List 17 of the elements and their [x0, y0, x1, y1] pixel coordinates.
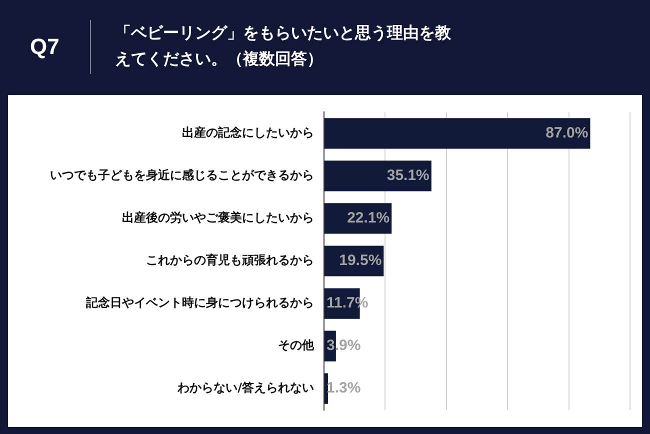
- bar: [324, 118, 590, 149]
- bar: [324, 203, 392, 234]
- y-tick-label: 出産後の労いやご褒美にしたいから: [122, 210, 314, 225]
- y-tick-label: わからない/答えられない: [176, 380, 314, 395]
- data-label: 35.1%: [386, 167, 430, 184]
- y-tick-label: 出産の記念にしたいから: [182, 126, 314, 140]
- y-tick-label: これからの育児も頑張れるから: [146, 253, 314, 268]
- y-tick-label: 記念日やイベント時に身につけられるから: [85, 296, 314, 310]
- y-tick-label: いつでも子どもを身近に感じることができるから: [50, 168, 314, 182]
- y-tick-label: その他: [278, 338, 315, 352]
- text: Q7: [30, 34, 60, 60]
- bar: [324, 373, 328, 404]
- bar: [324, 160, 432, 192]
- data-label: 22.1%: [347, 210, 390, 227]
- chart-title: 「ベビーリング」をもらいたいと思う理由を教えてください。（複数回答）: [115, 22, 452, 70]
- data-label: 87.0%: [546, 124, 588, 142]
- data-label: 19.5%: [339, 252, 382, 270]
